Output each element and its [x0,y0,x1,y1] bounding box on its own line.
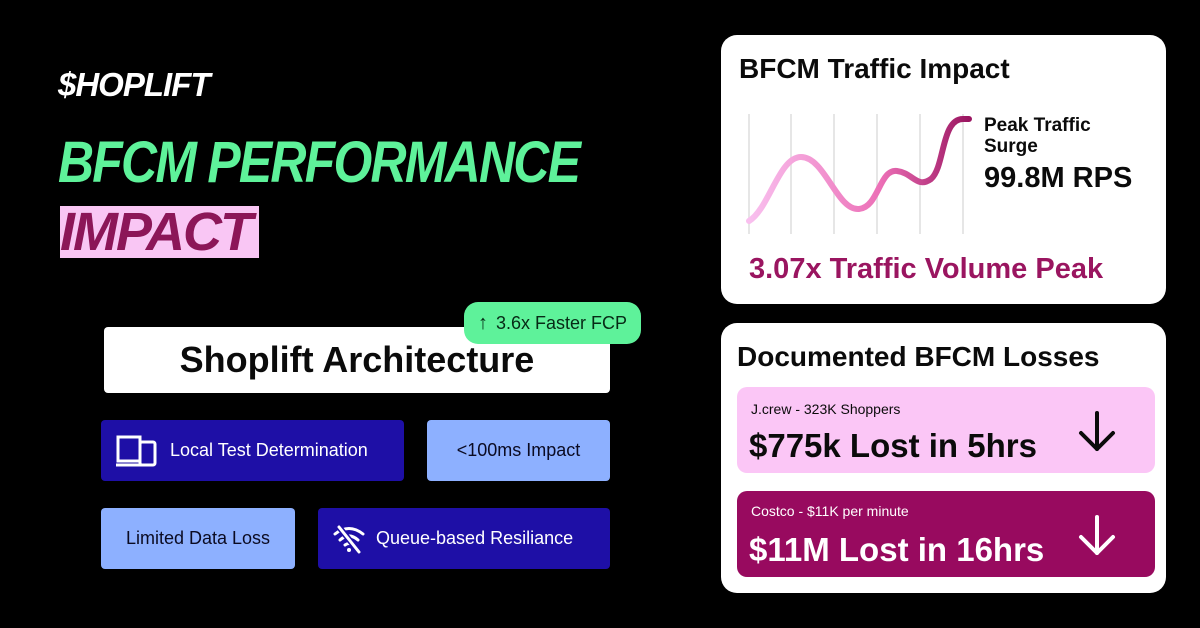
traffic-sparkline [746,114,972,234]
feature-data-loss: Limited Data Loss [101,508,295,569]
arrow-up-icon: ↑ [477,311,488,334]
traffic-card-title: BFCM Traffic Impact [739,53,1010,84]
feature-queue-resiliance: Queue-based Resiliance [318,508,610,569]
loss-item-costco: Costco - $11K per minute $11M Lost in 16… [737,491,1155,577]
devices-icon [116,435,157,466]
traffic-surge-line [746,116,972,224]
documented-losses-card: Documented BFCM Losses J.crew - 323K Sho… [721,323,1166,593]
headline-line2: IMPACT [60,205,259,259]
traffic-volume-peak: 3.07x Traffic Volume Peak [749,253,1104,285]
arrow-down-icon [1079,515,1115,555]
loss-item-headline: $11M Lost in 16hrs [749,531,1045,568]
feature-local-test-label: Local Test Determination [170,440,368,460]
loss-item-subtitle: Costco - $11K per minute [751,503,909,519]
peak-label-line1: Peak Traffic [984,115,1091,136]
sparkline-gridlines [748,114,964,234]
feature-data-loss-label: Limited Data Loss [125,528,271,548]
feature-impact-label: <100ms Impact [456,440,581,460]
feature-local-test: Local Test Determination [101,420,404,481]
losses-card-title: Documented BFCM Losses [737,341,1100,372]
loss-item-subtitle: J.crew - 323K Shoppers [751,401,901,417]
faster-fcp-label: 3.6x Faster FCP [495,312,628,333]
loss-item-headline: $775k Lost in 5hrs [749,427,1037,464]
faster-fcp-badge: ↑ 3.6x Faster FCP [464,302,641,344]
feature-impact: <100ms Impact [427,420,610,481]
headline-line1: BFCM PERFORMANCE [58,130,581,195]
peak-label-line2: Surge [984,136,1038,157]
peak-traffic-label: Peak Traffic Surge [984,115,1091,157]
traffic-impact-card: BFCM Traffic Impact Peak Traffic Surge 9… [721,35,1166,304]
loss-item-jcrew: J.crew - 323K Shoppers $775k Lost in 5hr… [737,387,1155,473]
peak-traffic-value: 99.8M RPS [984,162,1133,194]
wifi-off-icon [333,524,365,554]
arrow-down-icon [1079,411,1115,451]
feature-queue-resiliance-label: Queue-based Resiliance [376,528,574,548]
brand-logo: $HOPLIFT [58,66,211,103]
